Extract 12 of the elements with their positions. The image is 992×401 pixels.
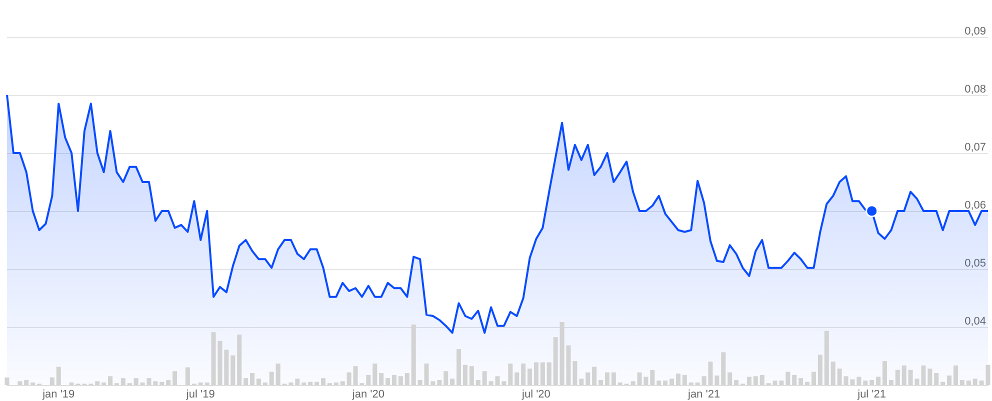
x-tick-label: jul '19 [185,388,215,400]
y-tick-label: 0,05 [964,258,986,270]
y-tick-label: 0,04 [964,316,986,328]
y-tick-label: 0,06 [964,200,986,212]
x-tick-label: jan '21 [686,388,720,400]
y-tick-label: 0,07 [964,142,986,154]
x-tick-label: jul '21 [856,388,886,400]
y-tick-label: 0,08 [964,84,986,96]
x-tick-label: jan '20 [351,388,384,400]
x-tick-label: jul '20 [521,388,550,400]
x-tick-label: jan '19 [42,388,75,400]
y-tick-label: 0,09 [964,26,986,38]
